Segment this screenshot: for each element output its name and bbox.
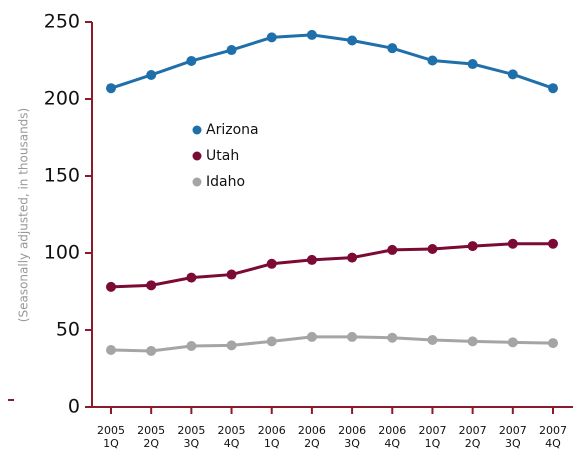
data-point: [306, 331, 317, 342]
x-tick-label: 2007: [539, 424, 567, 437]
x-tick-label: 3Q: [344, 437, 360, 450]
data-point: [427, 55, 438, 66]
data-point: [548, 338, 558, 349]
legend-marker: [192, 177, 202, 187]
y-tick-label: 150: [44, 165, 80, 187]
y-tick-label: 100: [44, 242, 80, 264]
x-tick-label: 1Q: [103, 437, 119, 450]
data-point: [507, 69, 518, 80]
x-tick-label: 2005: [177, 424, 205, 437]
y-tick-label: 250: [44, 11, 80, 33]
x-tick-label: 2005: [97, 424, 125, 437]
y-tick-label: 0: [68, 396, 80, 418]
x-tick-label: 2005: [218, 424, 246, 437]
y-tick-label: 50: [56, 319, 80, 341]
y-axis-label: (Seasonally adjusted, in thousands): [17, 108, 31, 322]
x-tick-label: 1Q: [425, 437, 441, 450]
data-point: [306, 29, 317, 40]
x-tick-label: 3Q: [505, 437, 521, 450]
data-point: [146, 345, 157, 356]
data-point: [347, 35, 358, 46]
series-line: [110, 33, 554, 90]
data-point: [467, 336, 478, 347]
data-point: [106, 83, 116, 94]
data-point: [347, 252, 358, 263]
data-point: [226, 269, 237, 280]
x-tick-label: 2006: [378, 424, 406, 437]
data-point: [266, 32, 277, 43]
x-tick-label: 2005: [137, 424, 165, 437]
legend-marker: [192, 125, 202, 135]
x-tick-label: 4Q: [545, 437, 561, 450]
x-tick-label: 2Q: [465, 437, 481, 450]
x-tick-label: 2Q: [304, 437, 320, 450]
x-tick-label: 2006: [298, 424, 326, 437]
data-point: [266, 336, 277, 347]
data-point: [186, 55, 197, 66]
data-point: [507, 337, 518, 348]
data-point: [106, 345, 116, 356]
series-line: [110, 335, 554, 353]
data-point: [548, 238, 558, 249]
legend-label: Idaho: [206, 174, 245, 190]
data-point: [306, 254, 317, 265]
series-line: [110, 242, 553, 289]
data-point: [387, 43, 398, 54]
legend-label: Utah: [206, 148, 239, 164]
x-tick-label: 4Q: [384, 437, 400, 450]
data-point: [186, 341, 197, 352]
data-point: [266, 258, 277, 269]
data-point: [467, 241, 478, 252]
data-point: [226, 45, 237, 56]
data-point: [548, 83, 558, 94]
data-point: [507, 238, 518, 249]
data-point: [186, 272, 197, 283]
data-point: [427, 335, 438, 346]
x-tick-label: 2006: [258, 424, 286, 437]
data-point: [146, 69, 157, 80]
x-tick-label: 4Q: [224, 437, 240, 450]
data-point: [106, 281, 116, 292]
data-point: [387, 332, 398, 343]
data-point: [387, 244, 398, 255]
x-tick-label: 2006: [338, 424, 366, 437]
x-tick-label: 3Q: [184, 437, 200, 450]
x-tick-label: 2007: [418, 424, 446, 437]
x-tick-label: 2007: [499, 424, 527, 437]
x-tick-label: 1Q: [264, 437, 280, 450]
y-tick-label: 200: [44, 88, 80, 110]
data-point: [347, 331, 358, 342]
x-tick-label: 2Q: [143, 437, 159, 450]
legend-label: Arizona: [206, 122, 259, 138]
data-point: [427, 243, 438, 254]
data-point: [467, 59, 478, 70]
x-tick-label: 2007: [459, 424, 487, 437]
data-point: [226, 340, 237, 351]
legend-marker: [192, 151, 202, 161]
data-point: [146, 280, 157, 291]
